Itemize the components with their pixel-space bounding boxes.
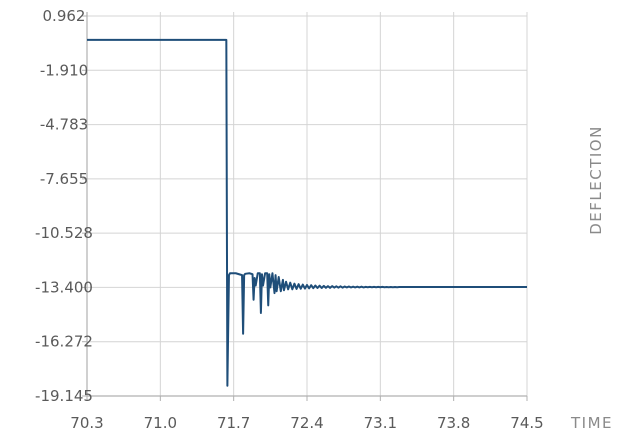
x-tick-label: 71.7 [217, 414, 250, 430]
grid [87, 12, 528, 396]
y-tick-label: -16.272 [35, 333, 93, 351]
y-tick-label: -1.910 [40, 61, 88, 79]
series-layer [87, 38, 527, 387]
tick-labels: 70.3 71.0 71.7 72.4 73.1 73.8 74.5 0.962 -1.910 -… [35, 7, 544, 430]
y-tick-label: 0.962 [43, 7, 86, 25]
x-tick-label: 72.4 [290, 414, 323, 430]
y-tick-label: -4.783 [40, 116, 88, 134]
y-tick-label: -7.655 [40, 170, 88, 188]
x-tick-label: 71.0 [144, 414, 177, 430]
x-tick-label: 73.8 [437, 414, 470, 430]
y-axis-title: DEFLECTION [587, 125, 605, 235]
x-tick-label: 70.3 [70, 414, 103, 430]
y-tick-label: -19.145 [35, 387, 93, 405]
x-axis-title: TIME [570, 414, 613, 430]
x-tick-label: 73.1 [364, 414, 397, 430]
y-tick-label: -10.528 [35, 224, 93, 242]
y-tick-label: -13.400 [35, 278, 93, 296]
axes [82, 12, 528, 401]
series-line [87, 38, 527, 387]
x-tick-label: 74.5 [510, 414, 543, 430]
